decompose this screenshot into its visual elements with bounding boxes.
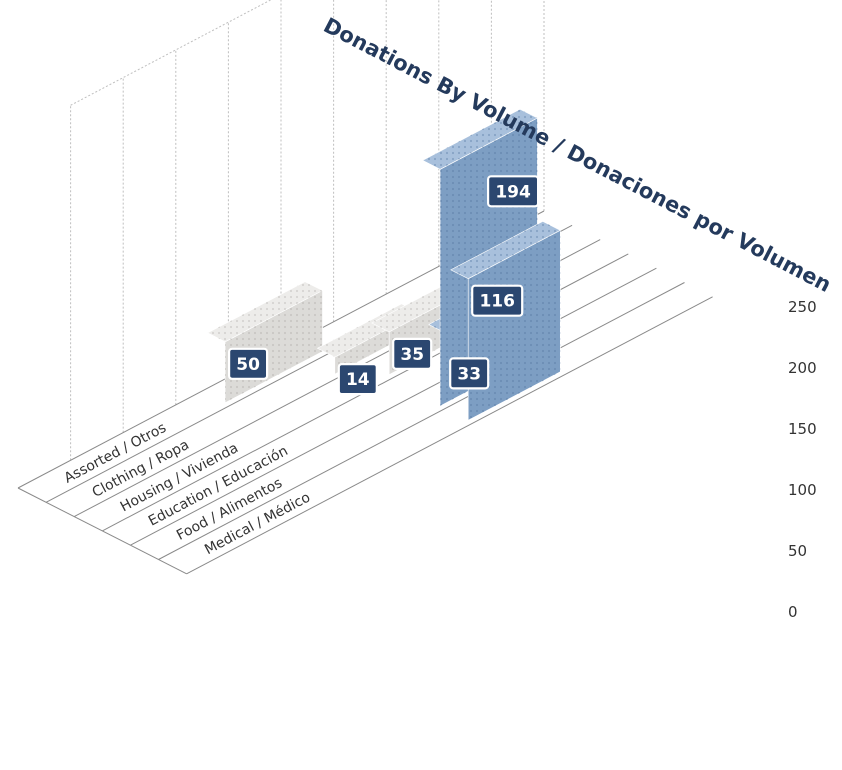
bar: [450, 220, 561, 421]
y-tick-label: 50: [788, 542, 807, 560]
y-tick-label: 0: [788, 603, 798, 621]
value-label-box: [337, 363, 378, 396]
value-label: 116: [479, 292, 515, 312]
y-tick-label: 250: [788, 298, 817, 316]
chart-title: Donations By Volume / Donaciones por Vol…: [320, 13, 835, 297]
y-tick-label: 100: [788, 481, 817, 499]
grid-line: [70, 0, 272, 106]
value-label-box: [449, 357, 490, 390]
value-label-box: [471, 284, 524, 317]
floor-row-line: [130, 267, 657, 546]
value-label: 194: [495, 182, 531, 202]
value-label-box: [392, 337, 433, 370]
bar: [207, 281, 324, 404]
value-label-box: [487, 175, 540, 208]
bar-top-texture: [422, 109, 538, 170]
bar-front-texture: [468, 230, 561, 421]
bar-top-texture: [207, 281, 323, 342]
value-label: 14: [346, 370, 370, 390]
grid-layer: [70, 0, 545, 461]
floor-row-line: [186, 296, 713, 575]
floor-edge-line: [17, 487, 187, 575]
value-label: 50: [236, 355, 260, 375]
y-tick-label: 150: [788, 420, 817, 438]
value-label-box: [228, 347, 269, 380]
bar-top-texture: [450, 221, 561, 279]
value-label: 33: [457, 364, 481, 384]
value-label: 35: [400, 345, 424, 365]
y-tick-label: 200: [788, 359, 817, 377]
floor-row-line: [158, 282, 685, 560]
